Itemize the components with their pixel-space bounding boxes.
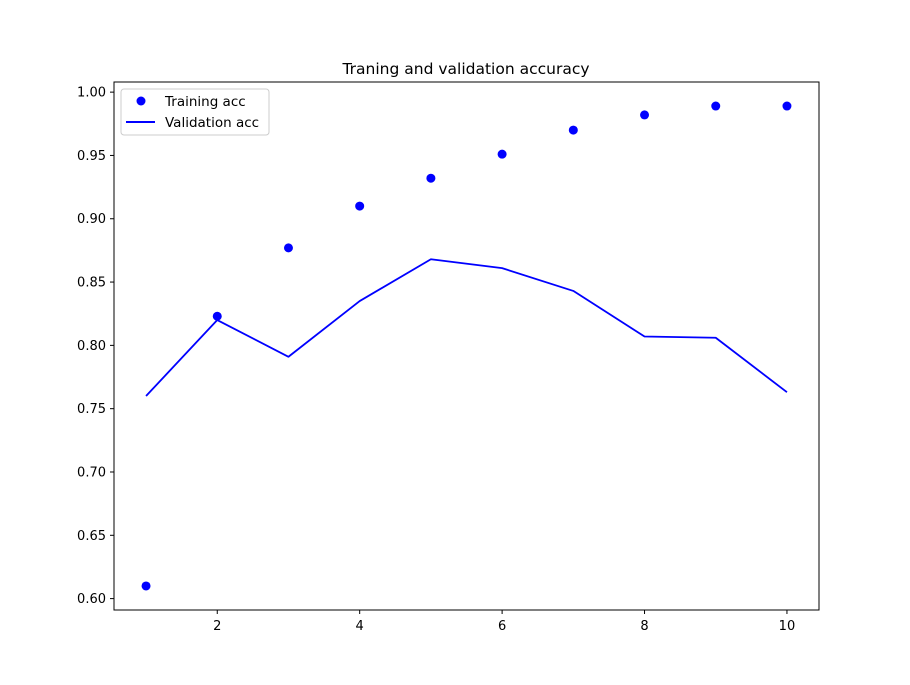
- training-acc-point: [283, 243, 293, 253]
- y-tick-label: 0.65: [77, 529, 106, 544]
- training-acc-point: [640, 110, 650, 120]
- training-acc-point: [497, 149, 507, 159]
- x-axis-ticks: 2 4 6 8 10: [213, 610, 795, 634]
- training-acc-point: [212, 311, 222, 321]
- y-tick-label: 0.60: [77, 592, 106, 607]
- x-tick-label: 4: [356, 619, 364, 634]
- training-acc-point: [568, 125, 578, 135]
- chart-title: Traning and validation accuracy: [341, 60, 589, 78]
- y-tick-label: 0.75: [77, 402, 106, 417]
- y-tick-label: 0.95: [77, 149, 106, 164]
- y-axis-ticks: 0.60 0.65 0.70 0.75 0.80 0.85 0.90 0.95 1.00: [77, 86, 114, 607]
- legend-marker-training: [136, 96, 146, 106]
- x-tick-label: 6: [498, 619, 506, 634]
- y-tick-label: 0.90: [77, 212, 106, 227]
- y-tick-label: 0.80: [77, 339, 106, 354]
- series-layer: [141, 101, 792, 591]
- legend: Training acc Validation acc: [120, 88, 270, 136]
- y-tick-label: 1.00: [77, 86, 106, 101]
- axes-frame: [113, 81, 820, 611]
- y-tick-label: 0.85: [77, 276, 106, 291]
- training-acc-point: [141, 581, 151, 591]
- training-acc-point: [426, 173, 436, 183]
- y-tick-label: 0.70: [77, 465, 106, 480]
- legend-label-validation: Validation acc: [165, 115, 259, 131]
- x-tick-label: 10: [779, 619, 796, 634]
- x-tick-label: 8: [640, 619, 648, 634]
- validation-acc-line: [145, 258, 788, 397]
- x-tick-label: 2: [213, 619, 221, 634]
- training-acc-point: [782, 101, 792, 111]
- legend-label-training: Training acc: [164, 94, 246, 110]
- training-acc-point: [355, 201, 365, 211]
- training-acc-point: [711, 101, 721, 111]
- legend-box: [120, 88, 270, 136]
